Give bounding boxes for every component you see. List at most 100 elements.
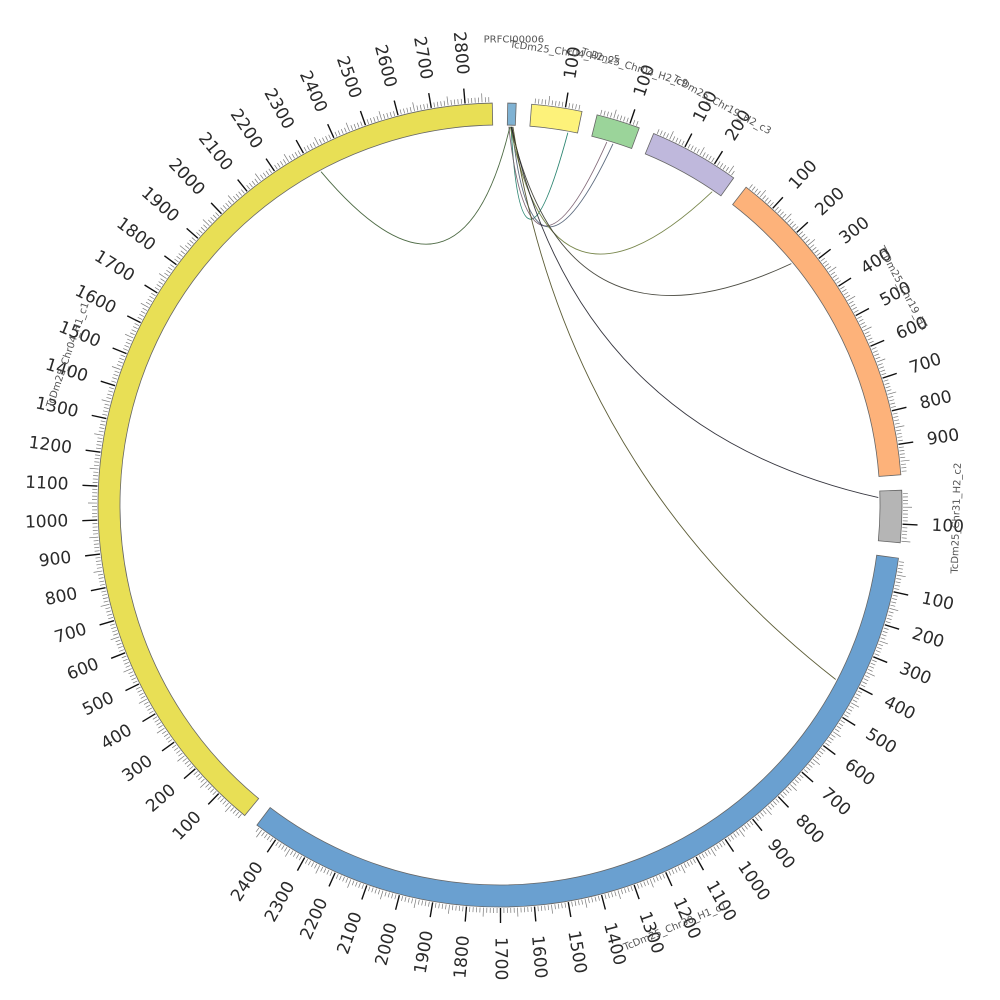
minor-tick [156, 284, 162, 288]
minor-tick [668, 870, 672, 876]
minor-tick [95, 447, 101, 450]
link-ribbon [511, 126, 614, 228]
minor-tick [708, 155, 712, 161]
major-tick [85, 553, 101, 557]
minor-tick [179, 245, 188, 252]
minor-tick [351, 880, 355, 886]
minor-tick [304, 858, 308, 864]
minor-tick [260, 174, 264, 180]
minor-tick [810, 761, 815, 766]
minor-tick [719, 842, 723, 848]
segment-name-label: PRFCI00006 [484, 35, 544, 46]
minor-tick [754, 188, 759, 193]
minor-tick [131, 329, 137, 333]
tick-label: 400 [98, 720, 136, 754]
minor-tick [145, 704, 151, 708]
minor-tick [736, 831, 740, 836]
minor-tick [643, 881, 646, 887]
minor-tick [716, 844, 720, 850]
minor-tick [132, 326, 138, 330]
minor-tick [666, 133, 669, 139]
minor-tick [754, 816, 759, 821]
minor-tick [235, 811, 240, 816]
link-ribbon [510, 126, 569, 220]
minor-tick [577, 900, 580, 906]
major-tick [144, 284, 158, 294]
major-tick [296, 857, 306, 871]
minor-tick [451, 905, 454, 911]
minor-tick [662, 873, 665, 879]
major-tick [183, 768, 196, 780]
minor-tick [863, 678, 869, 682]
minor-tick [345, 122, 350, 132]
minor-tick [143, 701, 149, 705]
minor-tick [672, 136, 676, 142]
minor-tick [124, 661, 130, 665]
minor-tick [404, 896, 407, 902]
minor-tick [110, 636, 120, 641]
minor-tick [121, 655, 127, 659]
minor-tick [387, 892, 390, 898]
minor-tick [377, 889, 381, 895]
minor-tick [620, 889, 624, 895]
minor-tick [177, 755, 185, 762]
minor-tick [207, 786, 212, 791]
tick-label: 100 [931, 516, 964, 538]
minor-tick [117, 646, 123, 649]
major-tick [724, 838, 735, 853]
ticks-layer [82, 88, 918, 924]
minor-tick [232, 809, 237, 814]
major-tick [265, 158, 276, 172]
minor-tick [149, 710, 154, 714]
minor-tick [147, 707, 153, 711]
minor-tick [822, 260, 828, 265]
minor-tick [894, 584, 900, 587]
minor-tick [825, 742, 830, 747]
minor-tick [389, 111, 392, 117]
minor-tick [900, 463, 906, 465]
minor-tick [832, 731, 841, 738]
minor-tick [864, 331, 870, 335]
tick-label: 400 [880, 692, 918, 725]
minor-tick [898, 564, 904, 567]
minor-tick [217, 795, 222, 800]
minor-tick [548, 95, 551, 105]
minor-tick [334, 131, 338, 137]
minor-tick [102, 593, 108, 596]
minor-tick [812, 246, 817, 251]
minor-tick [322, 137, 325, 143]
minor-tick [254, 173, 261, 182]
minor-tick [829, 737, 834, 741]
minor-tick [858, 319, 864, 322]
major-tick [361, 885, 368, 900]
minor-tick [366, 119, 369, 125]
major-tick [328, 872, 336, 887]
major-tick [359, 110, 367, 126]
minor-tick [885, 621, 891, 624]
tick-label: 300 [836, 213, 874, 249]
major-tick [110, 652, 126, 659]
minor-tick [356, 122, 360, 128]
major-tick [393, 100, 399, 116]
minor-tick [440, 101, 442, 107]
minor-tick [875, 650, 881, 653]
minor-tick [711, 157, 715, 163]
minor-tick [767, 805, 772, 810]
minor-tick [178, 752, 183, 757]
minor-tick [600, 109, 603, 115]
minor-tick [794, 779, 799, 784]
minor-tick [125, 341, 131, 345]
minor-tick [663, 131, 666, 137]
minor-tick [847, 295, 856, 302]
minor-tick [164, 272, 169, 277]
minor-tick [94, 550, 100, 552]
minor-tick [129, 674, 135, 678]
minor-tick [717, 161, 721, 166]
tick-label: 2300 [259, 85, 298, 133]
minor-tick [707, 850, 711, 855]
minor-tick [111, 626, 117, 630]
minor-tick [433, 102, 435, 108]
minor-tick [251, 180, 256, 186]
minor-tick [112, 377, 118, 380]
minor-tick [571, 103, 574, 109]
